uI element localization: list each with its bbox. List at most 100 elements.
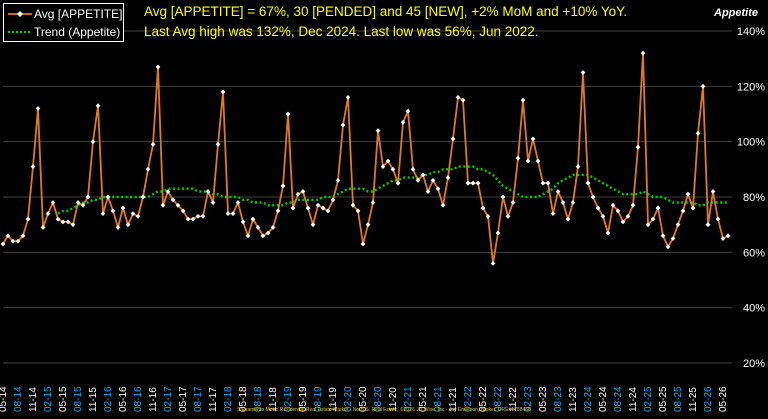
data-point <box>675 222 681 228</box>
data-point <box>225 211 231 216</box>
data-point <box>585 180 591 186</box>
data-point <box>335 178 341 183</box>
appetite-line <box>2 53 729 264</box>
y-tick-label: 80% <box>743 192 765 204</box>
data-point <box>60 219 66 225</box>
data-point <box>220 89 226 95</box>
data-point <box>65 219 71 225</box>
x-tick-label: 02-18 <box>223 386 234 412</box>
data-point <box>705 222 711 228</box>
x-tick-label: 08-25 <box>673 386 684 412</box>
x-tick-label: 08-19 <box>313 386 324 412</box>
data-point <box>440 202 446 208</box>
data-point <box>235 200 241 205</box>
data-point <box>135 213 141 219</box>
data-point <box>520 97 526 103</box>
data-point <box>320 205 326 211</box>
data-point <box>485 213 491 219</box>
data-point <box>300 189 306 194</box>
data-point <box>250 216 256 222</box>
data-point <box>725 233 731 239</box>
x-tick-label: 05-19 <box>298 386 309 412</box>
data-point <box>450 136 456 142</box>
x-tick-label: 08-22 <box>493 386 504 412</box>
data-point <box>35 106 41 111</box>
data-point <box>130 211 136 216</box>
data-point <box>325 208 331 214</box>
data-point <box>305 205 311 211</box>
data-point <box>5 233 11 239</box>
x-tick-label: 08-18 <box>253 386 264 412</box>
data-point <box>185 216 191 222</box>
data-point <box>330 197 336 203</box>
data-point <box>145 166 151 172</box>
data-point <box>625 213 631 219</box>
data-point <box>480 205 486 211</box>
data-point <box>45 211 51 216</box>
data-point <box>195 213 201 219</box>
data-point <box>500 194 506 200</box>
x-tick-label: 08-16 <box>133 386 144 412</box>
x-tick-label: 05-26 <box>718 386 729 412</box>
trend-line <box>57 165 728 215</box>
data-point <box>270 225 276 230</box>
data-point <box>260 233 266 239</box>
data-point <box>95 103 101 109</box>
data-point <box>645 222 651 228</box>
legend: Avg [APPETITE] Trend (Appetite) <box>3 3 124 42</box>
data-point <box>80 202 86 208</box>
data-point <box>715 216 721 222</box>
data-point <box>660 233 666 239</box>
data-point <box>455 95 461 100</box>
data-point <box>155 64 161 70</box>
data-point <box>560 200 566 205</box>
data-point <box>380 164 386 169</box>
data-point <box>210 200 216 205</box>
data-point <box>290 205 296 211</box>
x-tick-label: 05-16 <box>118 386 129 412</box>
data-point <box>280 183 286 189</box>
data-point <box>20 233 26 239</box>
data-point <box>555 189 561 194</box>
data-point <box>635 144 641 150</box>
data-point <box>545 180 551 186</box>
data-point <box>465 180 471 186</box>
x-tick-label: 08-20 <box>373 386 384 412</box>
x-tick-label: 08-15 <box>73 386 84 412</box>
data-point <box>265 230 271 236</box>
data-point <box>275 208 281 214</box>
data-point <box>190 216 196 222</box>
data-point <box>595 205 601 211</box>
data-point <box>665 244 671 250</box>
y-tick-label: 140% <box>737 26 765 38</box>
data-point <box>490 261 496 266</box>
data-point <box>410 166 416 172</box>
data-point <box>530 136 536 142</box>
data-point <box>55 216 61 222</box>
data-point <box>340 122 346 128</box>
headline-line-1: Avg [APPETITE] = 67%, 30 [PENDED] and 45… <box>144 4 628 19</box>
data-point <box>310 222 316 228</box>
y-tick-label: 120% <box>737 81 765 93</box>
data-point <box>700 83 706 89</box>
data-point <box>70 222 76 228</box>
data-point <box>505 213 511 219</box>
data-point <box>205 189 211 194</box>
data-point <box>685 191 691 197</box>
legend-item-avg-appetite: Avg [APPETITE] <box>4 5 123 23</box>
x-tick-label: 08-23 <box>553 386 564 412</box>
data-point <box>180 208 186 214</box>
data-point <box>365 222 371 228</box>
x-tick-label: 11-21 <box>448 387 459 412</box>
data-point <box>175 202 181 208</box>
data-point <box>30 164 36 169</box>
legend-label: Trend (Appetite) <box>34 25 121 39</box>
data-point <box>385 158 391 164</box>
data-point <box>170 197 176 203</box>
data-point <box>620 219 626 225</box>
data-point <box>345 95 351 100</box>
x-tick-label: 02-22 <box>463 386 474 412</box>
data-point <box>710 189 716 194</box>
data-point <box>535 158 541 164</box>
